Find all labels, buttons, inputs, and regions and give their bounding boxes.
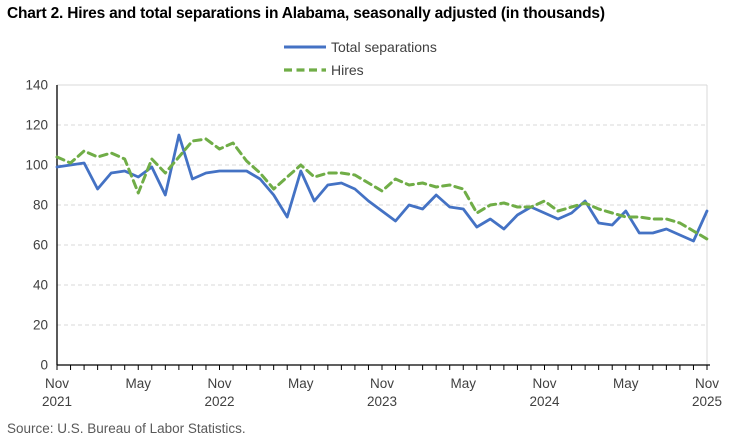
y-axis-label-80: 80: [33, 198, 48, 213]
y-axis-label-0: 0: [40, 358, 48, 373]
x-tick-label-month: May: [613, 376, 639, 391]
y-axis-label-40: 40: [33, 278, 48, 293]
x-tick-label-year: 2022: [204, 394, 234, 409]
x-tick-label-year: 2021: [42, 394, 72, 409]
x-tick-label-month: May: [288, 376, 314, 391]
legend-label-total-separations: Total separations: [331, 39, 437, 55]
series-line-hires: [55, 137, 709, 241]
x-tick-label-month: Nov: [207, 376, 231, 391]
x-tick-label-month: May: [125, 376, 151, 391]
y-axis-label-60: 60: [33, 238, 48, 253]
legend-swatch-hires-line: [284, 68, 326, 72]
y-axis-label-100: 100: [25, 158, 48, 173]
source-note: Source: U.S. Bureau of Labor Statistics.: [7, 421, 246, 436]
x-tick-label-year: 2025: [692, 394, 722, 409]
legend-entry-hires: Hires: [283, 62, 437, 78]
x-tick-label-month: Nov: [532, 376, 556, 391]
y-axis-label-140: 140: [25, 78, 48, 93]
x-tick-label-month: Nov: [45, 376, 69, 391]
y-axis-label-20: 20: [33, 318, 48, 333]
y-axis-label-120: 120: [25, 118, 48, 133]
legend-swatch-total-separations-line: [284, 45, 326, 49]
series-line-total-separations: [55, 133, 709, 243]
x-tick-label-month: Nov: [370, 376, 394, 391]
x-tick-label-month: May: [450, 376, 476, 391]
chart-title: Chart 2. Hires and total separations in …: [7, 5, 605, 22]
legend-entry-total-separations: Total separations: [283, 39, 437, 55]
x-tick-label-year: 2023: [367, 394, 397, 409]
x-tick-label-year: 2024: [529, 394, 560, 409]
x-tick-label-month: Nov: [695, 376, 719, 391]
legend-label-hires: Hires: [331, 62, 364, 78]
legend: Total separations Hires: [283, 39, 437, 78]
